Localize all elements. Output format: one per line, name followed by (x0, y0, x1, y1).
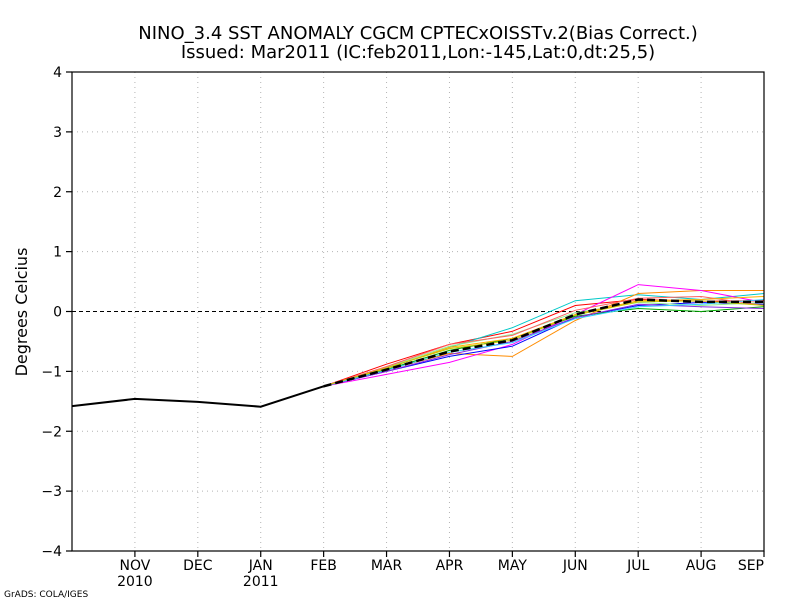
y-tick-label: −2 (41, 424, 62, 440)
y-axis-label: Degrees Celcius (12, 248, 31, 377)
ensemble-member-line-2 (323, 293, 765, 387)
x-tick-label: MAR (371, 558, 403, 574)
x-tick-year-label: 2011 (243, 574, 279, 590)
x-tick-label: APR (436, 558, 464, 574)
ensemble-member-line-9 (323, 296, 765, 387)
series-group (71, 284, 765, 408)
x-tick-label: DEC (183, 558, 213, 574)
x-tick-label: MAY (498, 558, 528, 574)
y-tick-label: −4 (41, 544, 62, 560)
y-tick-label: −3 (41, 484, 62, 500)
ensemble-member-line-11 (323, 299, 765, 387)
chart-subtitle: Issued: Mar2011 (IC:feb2011,Lon:-145,Lat… (181, 42, 655, 63)
x-tick-label: JAN (248, 558, 273, 574)
ensemble-member-line-8 (323, 295, 765, 387)
x-tick-year-label: 2010 (117, 574, 153, 590)
chart-title: NINO_3.4 SST ANOMALY CGCM CPTECxOISSTv.2… (138, 23, 698, 44)
y-tick-label: 4 (53, 65, 62, 81)
y-tick-label: 3 (53, 125, 62, 141)
observed-line (71, 385, 324, 408)
y-tick-label: 0 (53, 305, 62, 321)
x-tick-label: JUL (626, 558, 649, 574)
x-tick-label: SEP (738, 558, 764, 574)
ensemble-member-line-10 (323, 303, 765, 387)
y-tick-labels: 4 3 2 1 0 −1 −2 −3 −4 (41, 65, 62, 560)
grid-lines (72, 72, 764, 551)
ensemble-member-line-1 (323, 298, 765, 387)
y-tick-label: −1 (41, 364, 62, 380)
x-tick-label: NOV (119, 558, 150, 574)
plot-frame (66, 71, 765, 557)
ensemble-mean-line (323, 298, 764, 388)
y-tick-label: 1 (53, 245, 62, 261)
x-tick-label: JUN (562, 558, 588, 574)
grads-credit: GrADS: COLA/IGES (4, 590, 88, 600)
y-tick-label: 2 (53, 185, 62, 201)
x-tick-label: AUG (686, 558, 717, 574)
x-tick-label: FEB (310, 558, 337, 574)
